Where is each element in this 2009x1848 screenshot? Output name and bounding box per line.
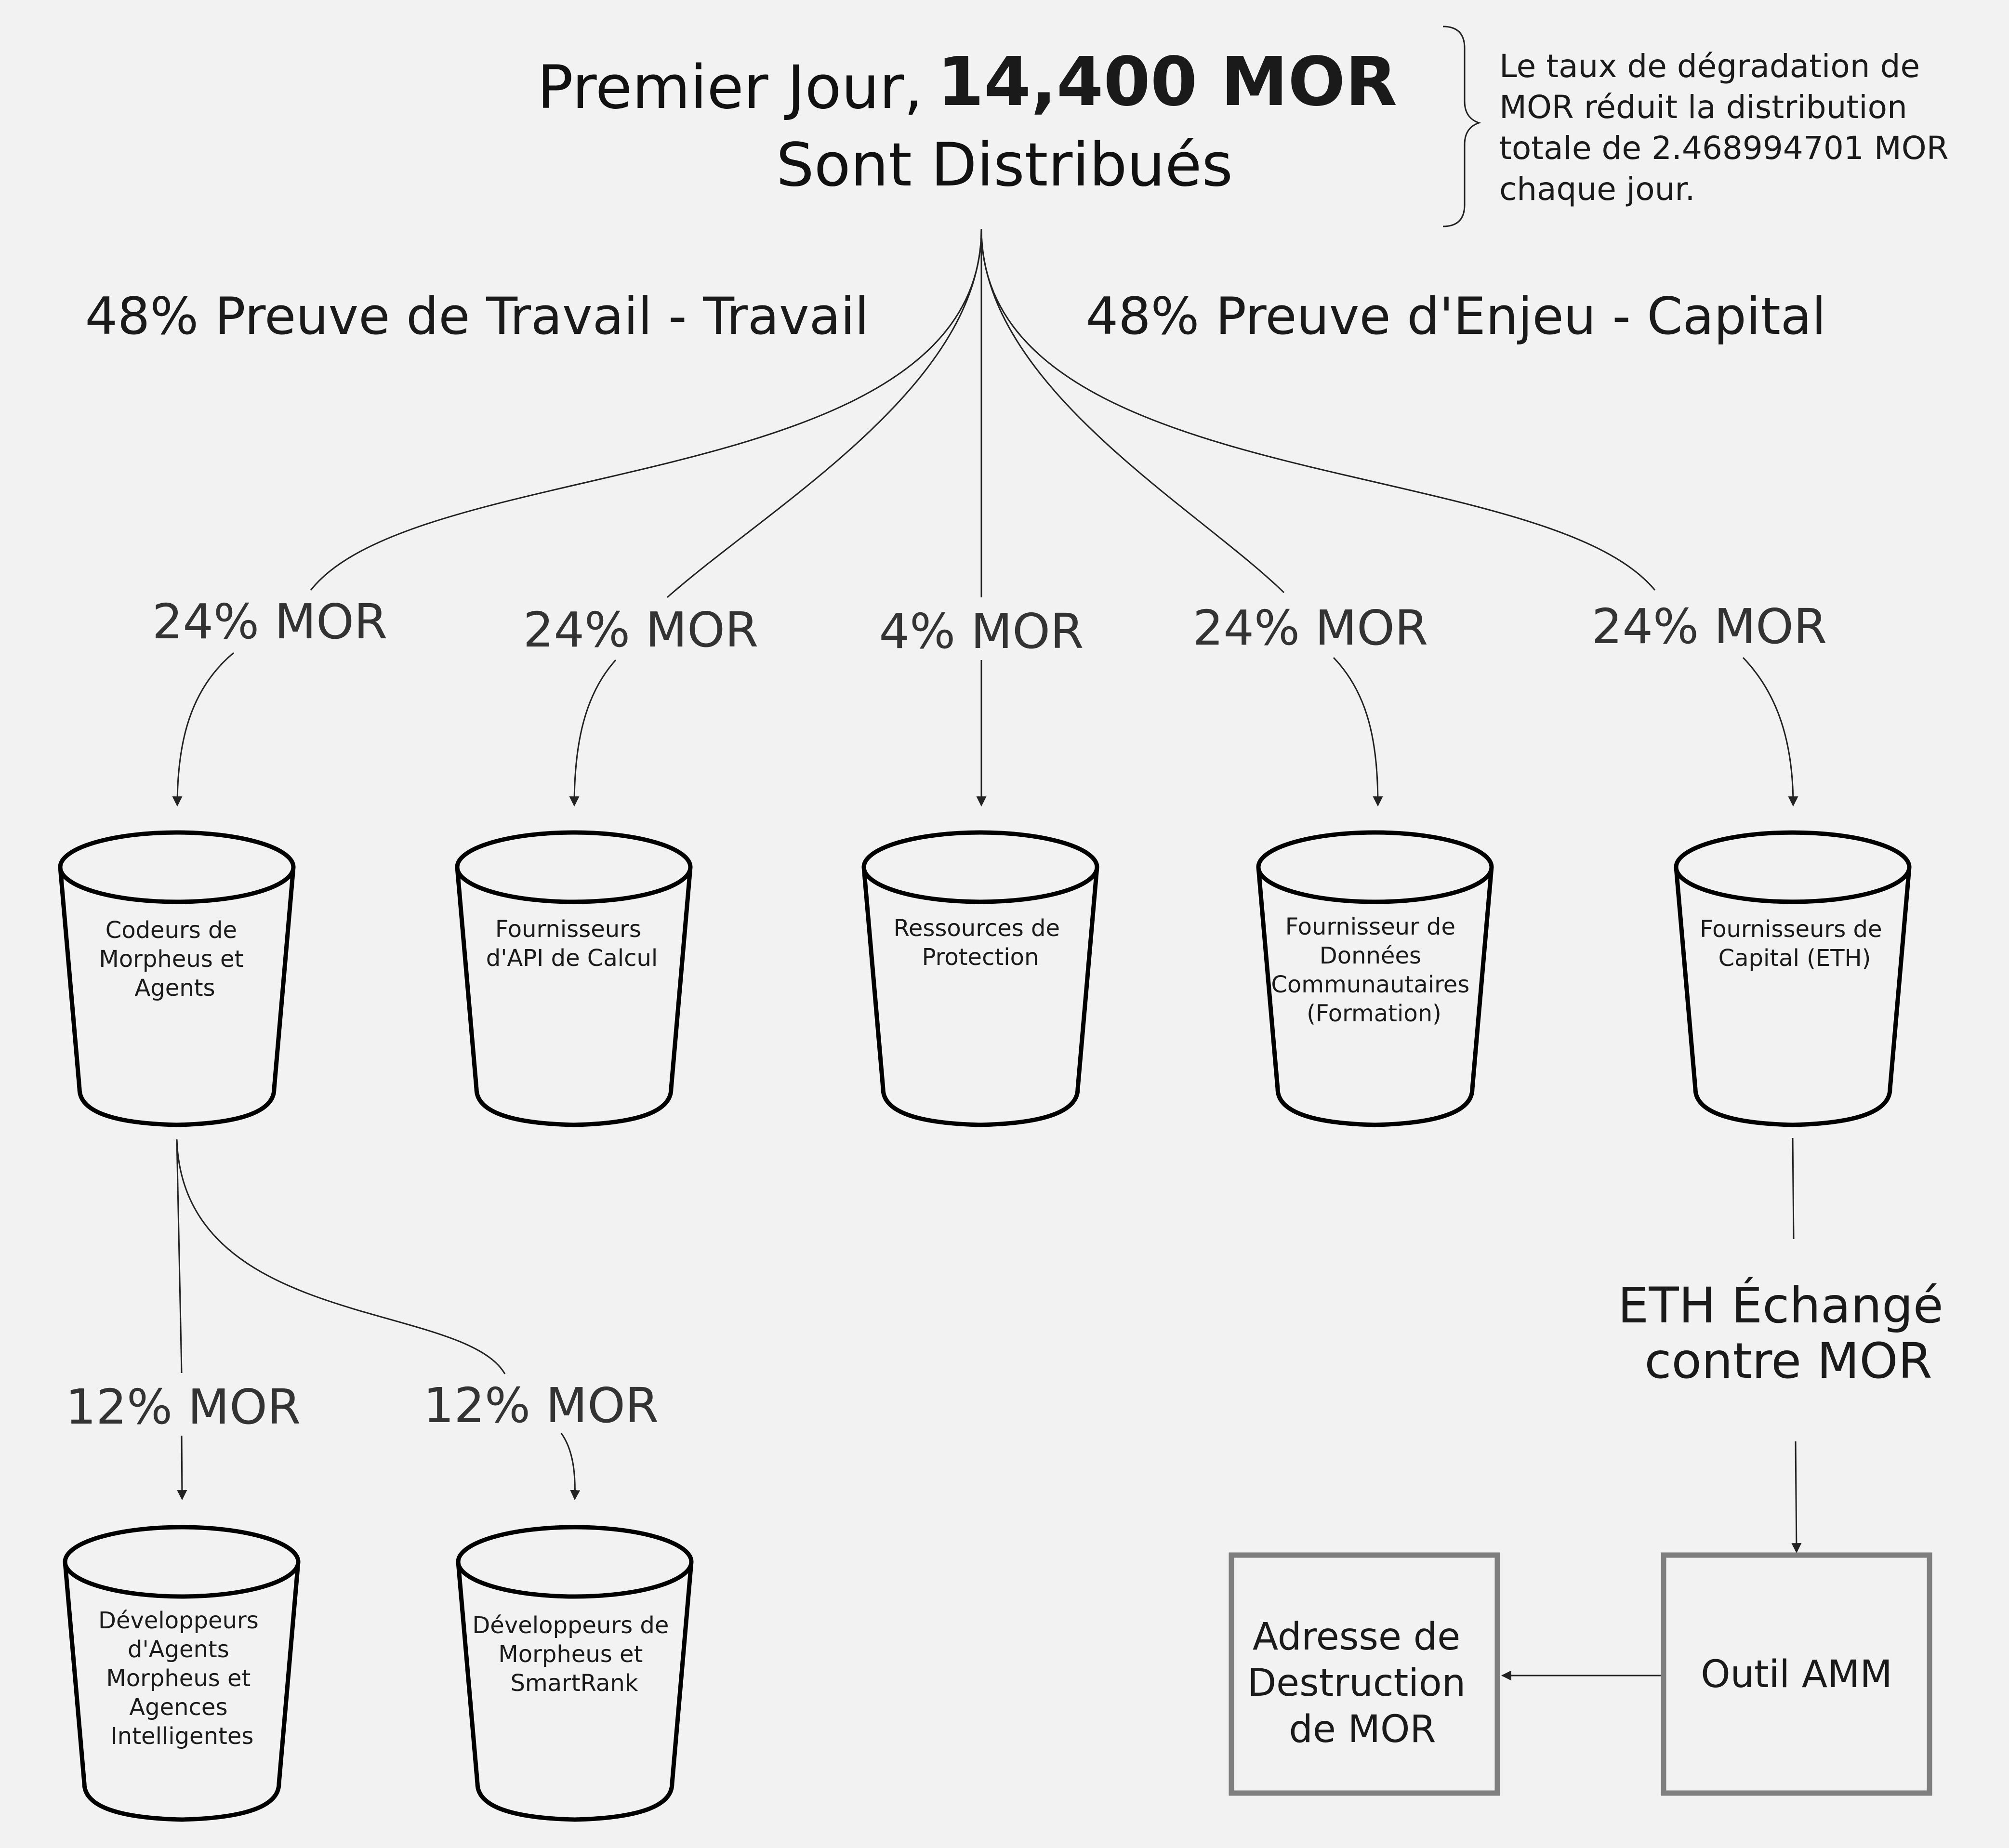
bucket-label-line: Ressources de — [894, 915, 1060, 942]
bucket-label: Ressources de Protection — [894, 915, 1068, 971]
burn-address-line: Adresse de — [1253, 1615, 1460, 1659]
bucket-label: Codeurs de Morpheus et Agents — [99, 917, 251, 1002]
sub-bucket-arrows — [177, 1433, 581, 1501]
section-capital-heading: 48% Preuve d'Enjeu - Capital — [1086, 287, 1826, 346]
decay-note-line: chaque jour. — [1499, 171, 1695, 208]
allocation-percent: 24% MOR — [1193, 600, 1428, 656]
section-work-heading: 48% Preuve de Travail - Travail — [85, 287, 869, 346]
arrow — [560, 1433, 581, 1501]
bucket-label-line: Intelligentes — [111, 1723, 254, 1750]
burn-address-box: Adresse de Destruction de MOR — [1229, 1552, 1500, 1796]
decay-note-line: Le taux de dégradation de — [1499, 48, 1920, 85]
decay-note: Le taux de dégradation de MOR réduit la … — [1499, 48, 1959, 208]
bucket-protection-resources: Ressources de Protection — [861, 830, 1099, 1127]
bucket-icon — [455, 830, 693, 1127]
decay-note-line: totale de 2.468994701 MOR — [1499, 130, 1949, 167]
burn-address-label: Adresse de Destruction de MOR — [1247, 1615, 1478, 1751]
bucket-label: Fournisseur de Données Communautaires (F… — [1271, 913, 1477, 1027]
box-frame — [1229, 1552, 1500, 1796]
decay-note-line: MOR réduit la distribution — [1499, 89, 1907, 126]
branch-line — [176, 1139, 183, 1373]
bucket-label-line: Communautaires — [1271, 971, 1469, 998]
eth-exchange-line: ETH Échangé — [1618, 1277, 1943, 1334]
bucket-label-line: Données — [1320, 942, 1421, 969]
bucket-label-line: d'API de Calcul — [486, 945, 658, 972]
bucket-label-line: d'Agents — [128, 1636, 229, 1663]
branch-line — [176, 1139, 506, 1374]
arrow — [1742, 657, 1798, 807]
bucket-label: Développeurs de Morpheus et SmartRank — [472, 1612, 676, 1697]
amm-tool-box: Outil AMM — [1661, 1552, 1932, 1796]
allocation-percent: 24% MOR — [1592, 598, 1827, 655]
bucket-smartrank-developers: Développeurs de Morpheus et SmartRank — [456, 1525, 694, 1822]
arrow — [1333, 657, 1383, 807]
bucket-label: Fournisseurs d'API de Calcul — [486, 916, 658, 972]
branch-line — [310, 228, 982, 591]
sub-allocation-percent: 12% MOR — [423, 1377, 659, 1434]
bucket-label-line: Morpheus et — [106, 1665, 251, 1692]
bucket-label-line: Capital (ETH) — [1718, 945, 1871, 972]
allocation-percent: 4% MOR — [879, 603, 1084, 660]
bucket-compute-api-providers: Fournisseurs d'API de Calcul — [455, 830, 693, 1127]
burn-address-line: Destruction — [1247, 1662, 1466, 1705]
bucket-label-line: Fournisseurs de — [1700, 916, 1882, 943]
sub-allocation-percent: 12% MOR — [66, 1379, 301, 1435]
bucket-morpheus-coders: Codeurs de Morpheus et Agents — [58, 830, 296, 1127]
page-title: Premier Jour, 14,400 MOR — [537, 43, 1397, 122]
bucket-label-line: Morpheus et — [99, 946, 243, 973]
distribution-branches — [310, 228, 1656, 598]
bucket-community-data-providers: Fournisseur de Données Communautaires (F… — [1256, 830, 1494, 1127]
allocation-percent: 24% MOR — [523, 602, 759, 658]
amm-tool-label: Outil AMM — [1701, 1653, 1892, 1696]
bucket-icon — [456, 1525, 694, 1822]
bucket-label: Développeurs d'Agents Morpheus et Agence… — [98, 1607, 266, 1750]
bucket-arrows — [172, 652, 1798, 807]
bucket-icon — [1674, 830, 1912, 1127]
arrow — [569, 659, 617, 807]
bucket-icon — [1256, 830, 1494, 1127]
branch-line — [667, 228, 982, 598]
bucket-icon — [861, 830, 1099, 1127]
bucket-label-line: Morpheus et — [498, 1641, 643, 1668]
title-subline: Sont Distribués — [776, 131, 1233, 200]
bucket-icon — [63, 1525, 301, 1822]
flow-line — [1792, 1137, 1795, 1240]
bucket-icon — [58, 830, 296, 1127]
curly-brace-icon — [1442, 26, 1481, 227]
bucket-label-line: Développeurs — [98, 1607, 259, 1634]
eth-exchange-line: contre MOR — [1644, 1333, 1932, 1390]
title-prefix: Premier Jour, — [537, 53, 923, 122]
box-frame — [1661, 1552, 1932, 1796]
bucket-label-line: SmartRank — [510, 1670, 638, 1697]
bucket-label-line: Protection — [922, 944, 1039, 971]
eth-exchange-label: ETH Échangé contre MOR — [1618, 1277, 1959, 1390]
allocation-percent: 24% MOR — [152, 594, 388, 650]
bucket-label-line: Agents — [134, 975, 215, 1002]
bucket-label-line: Fournisseurs — [495, 916, 641, 943]
branch-line — [980, 228, 1656, 591]
bucket-label-line: Codeurs de — [106, 917, 237, 944]
bucket-label-line: Développeurs de — [472, 1612, 669, 1639]
arrow — [1791, 1441, 1802, 1554]
bucket-agent-developers: Développeurs d'Agents Morpheus et Agence… — [63, 1525, 301, 1822]
sub-branches — [176, 1139, 506, 1374]
branch-line — [980, 228, 1285, 594]
bucket-label: Fournisseurs de Capital (ETH) — [1700, 916, 1890, 972]
bucket-label-line: Fournisseur de — [1285, 913, 1455, 940]
arrow — [172, 652, 234, 807]
bucket-label-line: Agences — [129, 1694, 227, 1721]
bucket-capital-providers: Fournisseurs de Capital (ETH) — [1674, 830, 1912, 1127]
bucket-label-line: (Formation) — [1307, 1000, 1441, 1027]
title-amount: 14,400 MOR — [937, 43, 1397, 121]
burn-address-line: de MOR — [1289, 1708, 1436, 1751]
